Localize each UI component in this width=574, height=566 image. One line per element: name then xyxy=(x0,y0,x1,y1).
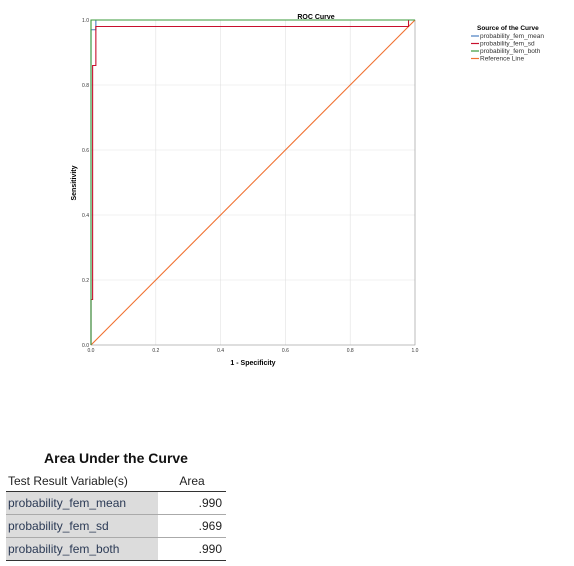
y-tick-label: 1.0 xyxy=(82,18,89,24)
y-tick-label: 0.2 xyxy=(82,278,89,284)
legend: Source of the Curve probability_fem_mean… xyxy=(471,25,544,63)
y-tick-label: 0.6 xyxy=(82,148,89,154)
x-axis-label: 1 - Specificity xyxy=(230,360,275,367)
y-ticks: 0.0 0.2 0.4 0.6 0.8 1.0 xyxy=(82,18,89,349)
auc-table: Test Result Variable(s) Area probability… xyxy=(6,472,226,561)
series-lines xyxy=(90,19,416,346)
auc-table-section: Area Under the Curve Test Result Variabl… xyxy=(6,450,226,561)
y-tick-label: 0.0 xyxy=(82,343,89,349)
auc-header-row: Test Result Variable(s) Area xyxy=(6,472,226,492)
x-tick-label: 0.0 xyxy=(88,348,95,354)
x-ticks: 0.0 0.2 0.4 0.6 0.8 1.0 xyxy=(88,348,419,354)
row-area: .969 xyxy=(158,514,226,538)
x-tick-label: 1.0 xyxy=(412,348,419,354)
legend-entry: probability_fem_sd xyxy=(480,41,535,48)
roc-chart: ROC Curve 0.0 0.2 0.4 0.6 0.8 1.0 0.00.20.40.… xyxy=(71,14,544,367)
row-area: .990 xyxy=(158,491,226,515)
x-tick-label: 0.4 xyxy=(217,348,224,354)
series-line-probability-fem-both xyxy=(90,19,415,345)
y-tick-label: 0.4 xyxy=(82,213,89,219)
y-tick-label: 0.8 xyxy=(82,83,89,89)
series-line-reference-line xyxy=(90,19,416,346)
table-row: probability_fem_mean .990 xyxy=(6,491,226,515)
x-tick-label: 0.8 xyxy=(347,348,354,354)
legend-entry: probability_fem_mean xyxy=(480,33,544,40)
row-variable: probability_fem_both xyxy=(6,537,158,561)
x-tick-label: 0.2 xyxy=(152,348,159,354)
legend-entry: Reference Line xyxy=(480,56,524,63)
header-test-variable: Test Result Variable(s) xyxy=(6,472,158,492)
x-tick-label: 0.6 xyxy=(282,348,289,354)
row-variable: probability_fem_sd xyxy=(6,514,158,538)
legend-entry: probability_fem_both xyxy=(480,48,541,55)
y-axis-label: Sensitivity xyxy=(71,165,78,200)
auc-table-title: Area Under the Curve xyxy=(44,450,188,466)
header-area: Area xyxy=(158,472,226,492)
chart-title: ROC Curve xyxy=(297,14,334,21)
table-row: probability_fem_both .990 xyxy=(6,537,226,561)
legend-title: Source of the Curve xyxy=(477,25,539,32)
table-row: probability_fem_sd .969 xyxy=(6,514,226,538)
row-area: .990 xyxy=(158,537,226,561)
row-variable: probability_fem_mean xyxy=(6,491,158,515)
